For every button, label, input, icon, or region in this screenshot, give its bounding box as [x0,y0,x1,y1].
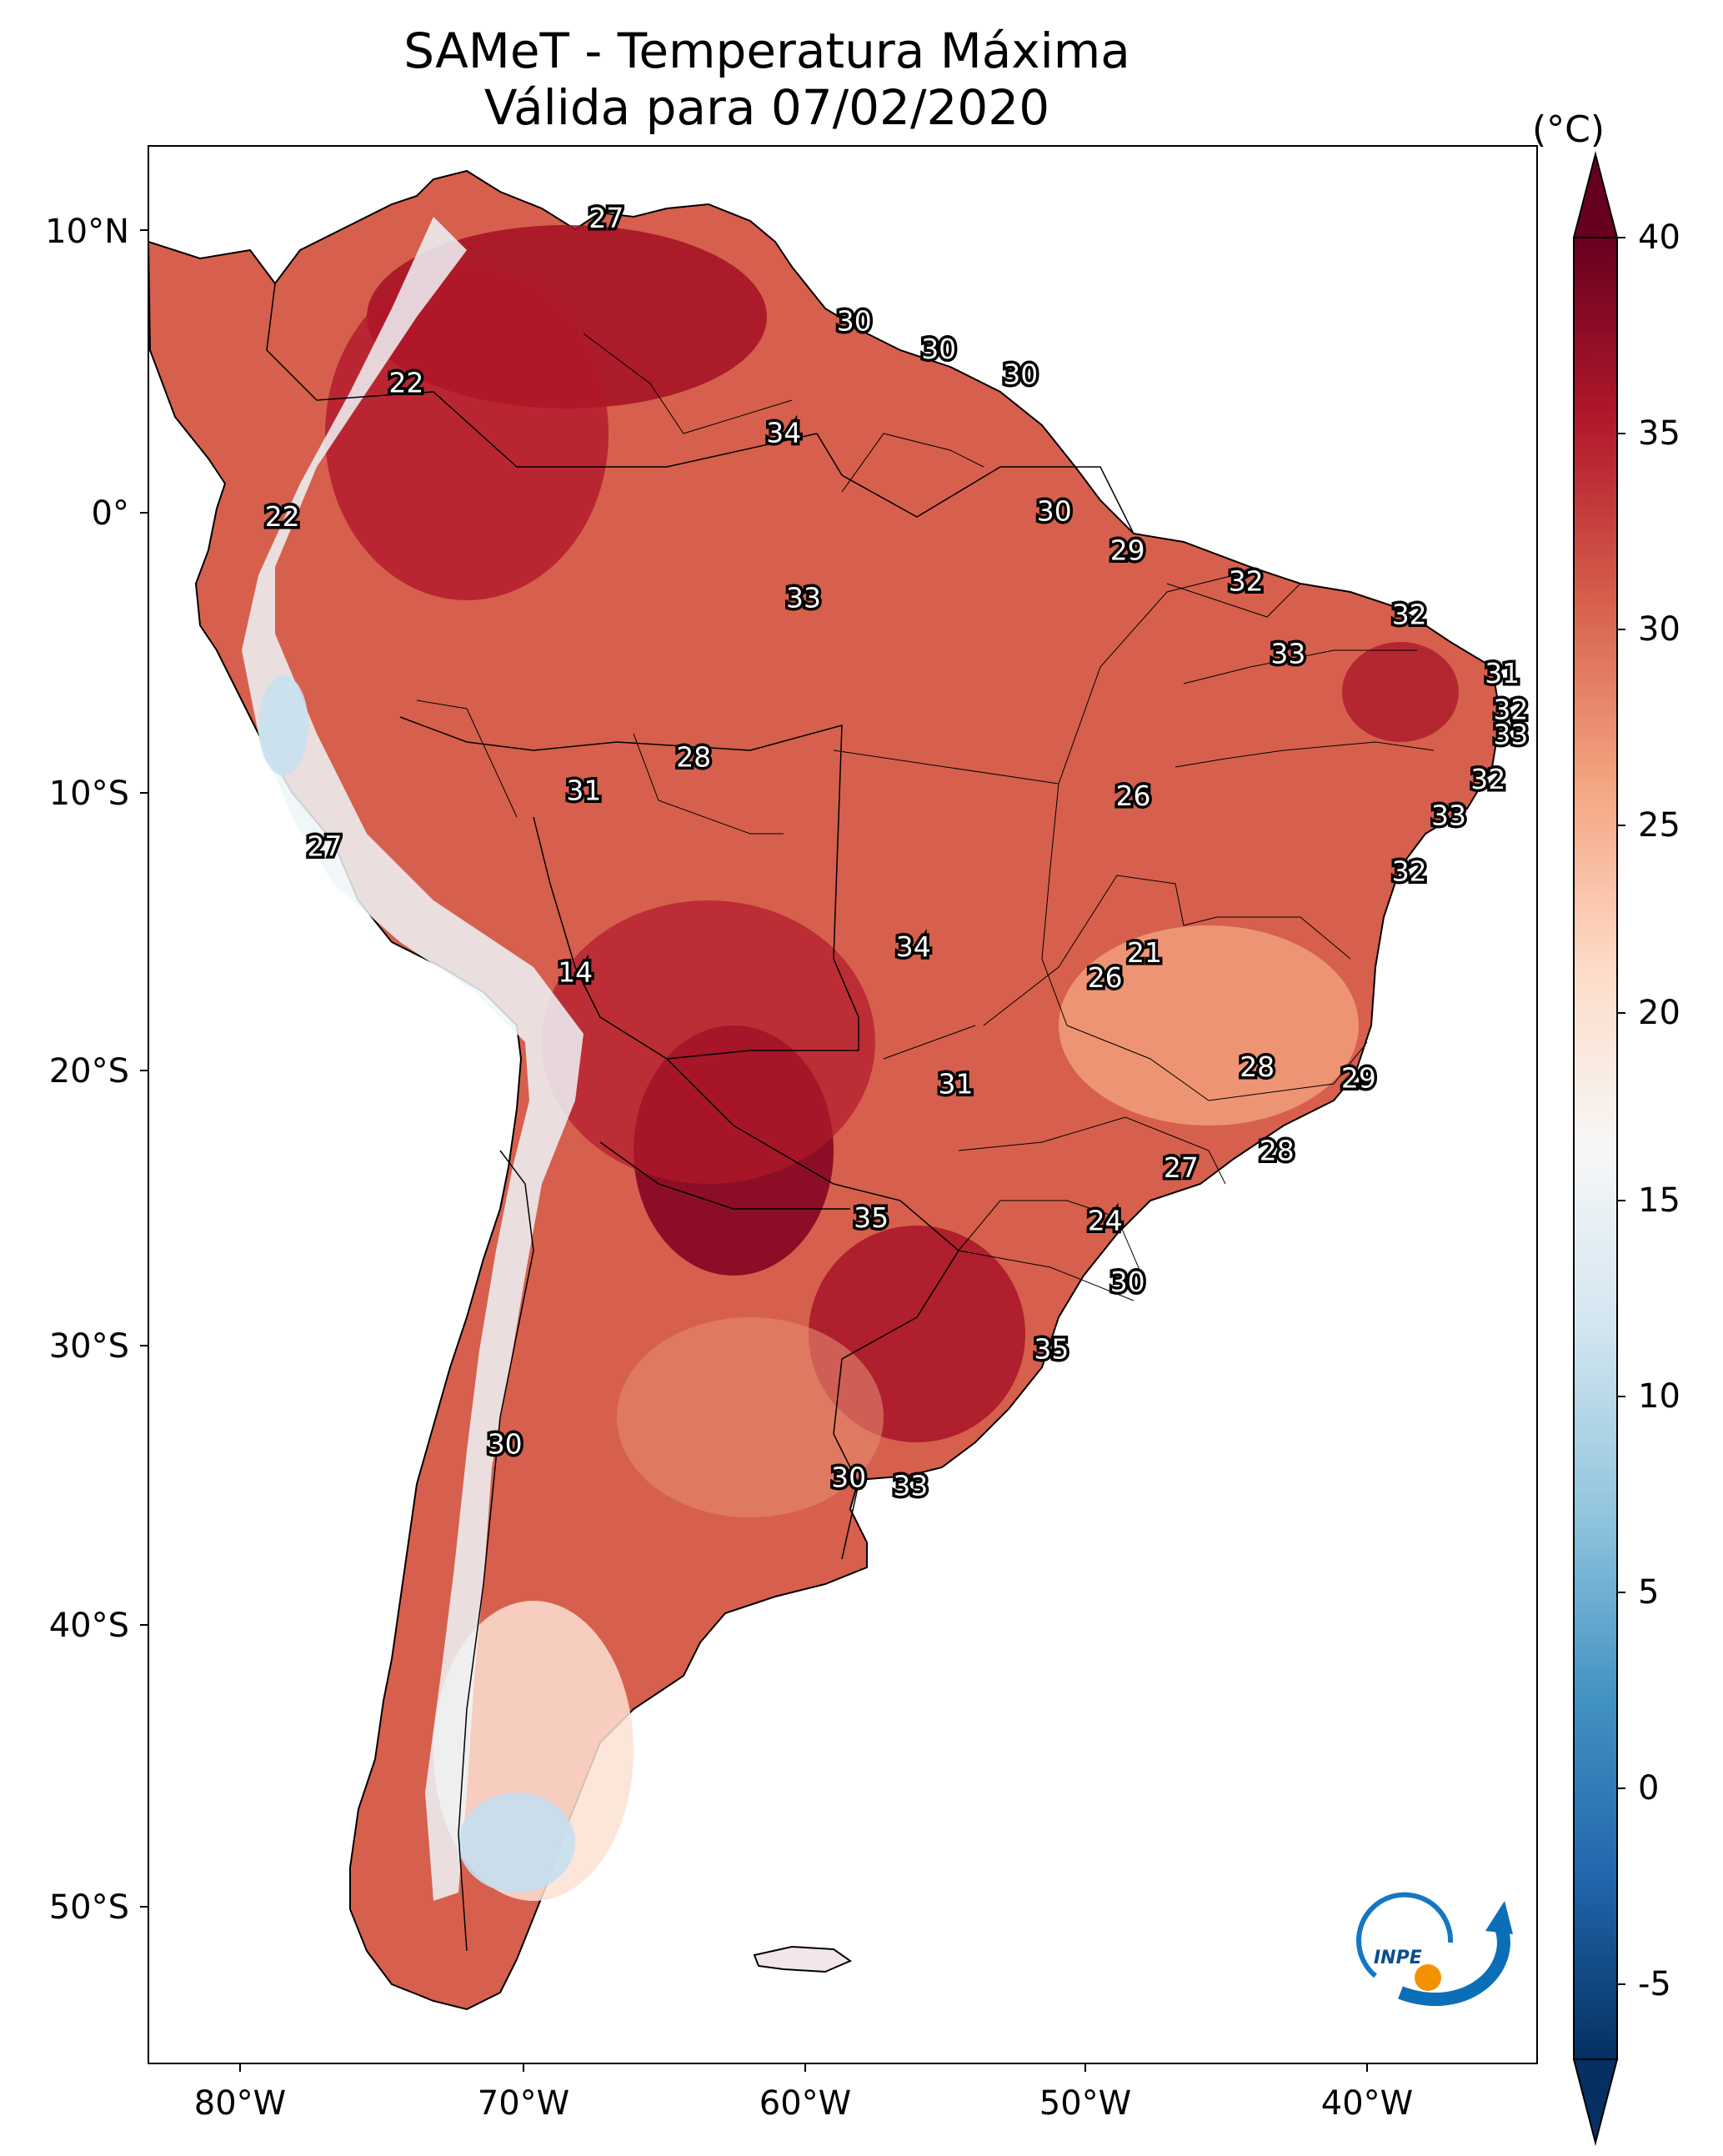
station-label: 29 [1341,1062,1376,1095]
lat-label-20s: 20°S [48,1052,129,1091]
station-label: 30 [1037,495,1072,528]
lat-label-30s: 30°S [48,1327,129,1366]
station-label: 32 [1470,763,1505,795]
lat-label-10n: 10°N [45,213,129,251]
station-label: 35 [1034,1333,1069,1366]
station-label: 30 [488,1427,523,1460]
station-label: 22 [265,500,300,533]
station-label: 30 [837,305,872,338]
lon-label-80w: 80°W [193,2084,287,2123]
lon-label-70w: 70°W [477,2084,570,2123]
colorbar-tick-40: 40 [1638,218,1680,257]
country-borders [266,283,1134,1952]
colorbar-tick-5: 5 [1638,1573,1660,1612]
lat-label-10s: 10°S [48,775,129,813]
station-label: 28 [676,740,711,773]
lon-label-50w: 50°W [1039,2084,1132,2123]
station-label: 31 [939,1067,974,1100]
station-label: 32 [1392,599,1427,631]
station-label: 32 [1229,564,1264,597]
station-label: 27 [589,202,624,234]
lon-label-60w: 60°W [759,2084,852,2123]
cold-zone-peru-andes [258,675,308,775]
station-label: 31 [1485,657,1520,689]
axis-ticks [140,229,1368,2072]
station-label: 21 [1127,936,1162,969]
colorbar-tick-10: 10 [1638,1377,1680,1416]
station-label: 29 [1110,534,1145,566]
station-label: 28 [1260,1135,1295,1167]
cool-zone-southeast [1059,925,1359,1126]
station-label: 30 [1110,1266,1145,1298]
colorbar-bar [1573,237,1618,2060]
colorbar-unit: (°C) [1532,108,1605,151]
colorbar-tick-15: 15 [1638,1181,1680,1220]
colorbar-tick-minus5: -5 [1638,1965,1671,2003]
station-label: 14 [558,955,593,988]
station-label: 22 [388,366,423,399]
falkland-islands [753,1945,853,1973]
station-label: 26 [1088,961,1123,994]
station-label: 27 [1164,1151,1199,1184]
cool-zone-pampas [617,1317,884,1517]
colorbar-tick-20: 20 [1638,994,1680,1032]
station-label: 35 [854,1201,889,1234]
colorbar-tick-25: 25 [1638,806,1680,845]
lon-label-40w: 40°W [1320,2084,1414,2123]
station-label: 32 [1392,855,1427,888]
colorbar-min-arrow [1572,2058,1619,2146]
inpe-logo-text: INPE [1374,1948,1422,1968]
map-subtitle: Válida para 07/02/2020 [483,79,1050,136]
lat-label-40s: 40°S [48,1607,129,1645]
colorbar-tick-30: 30 [1638,610,1680,649]
colorbar-max-arrow [1572,151,1619,238]
colorbar-tick-0: 0 [1638,1769,1660,1808]
state-borders [416,333,1435,1301]
map-title: SAMeT - Temperatura Máxima [403,23,1130,79]
colorbar [1572,151,1625,2146]
station-label: 33 [786,581,821,614]
station-label: 33 [1431,800,1466,832]
station-label: 33 [1493,719,1528,751]
lat-label-50s: 50°S [48,1888,129,1927]
station-label: 34 [896,930,931,963]
station-label: 28 [1240,1050,1275,1083]
inpe-logo [1356,1892,1513,2006]
station-label: 30 [921,333,956,365]
hot-zone-bolivia [542,900,875,1184]
lat-label-0: 0° [91,494,129,533]
station-label: 33 [1270,637,1305,669]
station-label: 32 [1493,693,1528,725]
station-label: 34 [766,417,801,449]
station-label: 24 [1088,1204,1123,1236]
station-label: 30 [1003,358,1038,390]
station-label: 30 [831,1462,866,1494]
hot-zone-northeast [1342,642,1459,742]
hot-zone-colombia [325,267,609,600]
station-label: 27 [307,830,342,863]
cold-zone-patagonian-ice [458,1792,575,1893]
station-label: 33 [893,1470,928,1502]
station-label: 26 [1116,780,1151,812]
colorbar-tick-35: 35 [1638,414,1680,453]
station-label: 31 [566,775,601,807]
